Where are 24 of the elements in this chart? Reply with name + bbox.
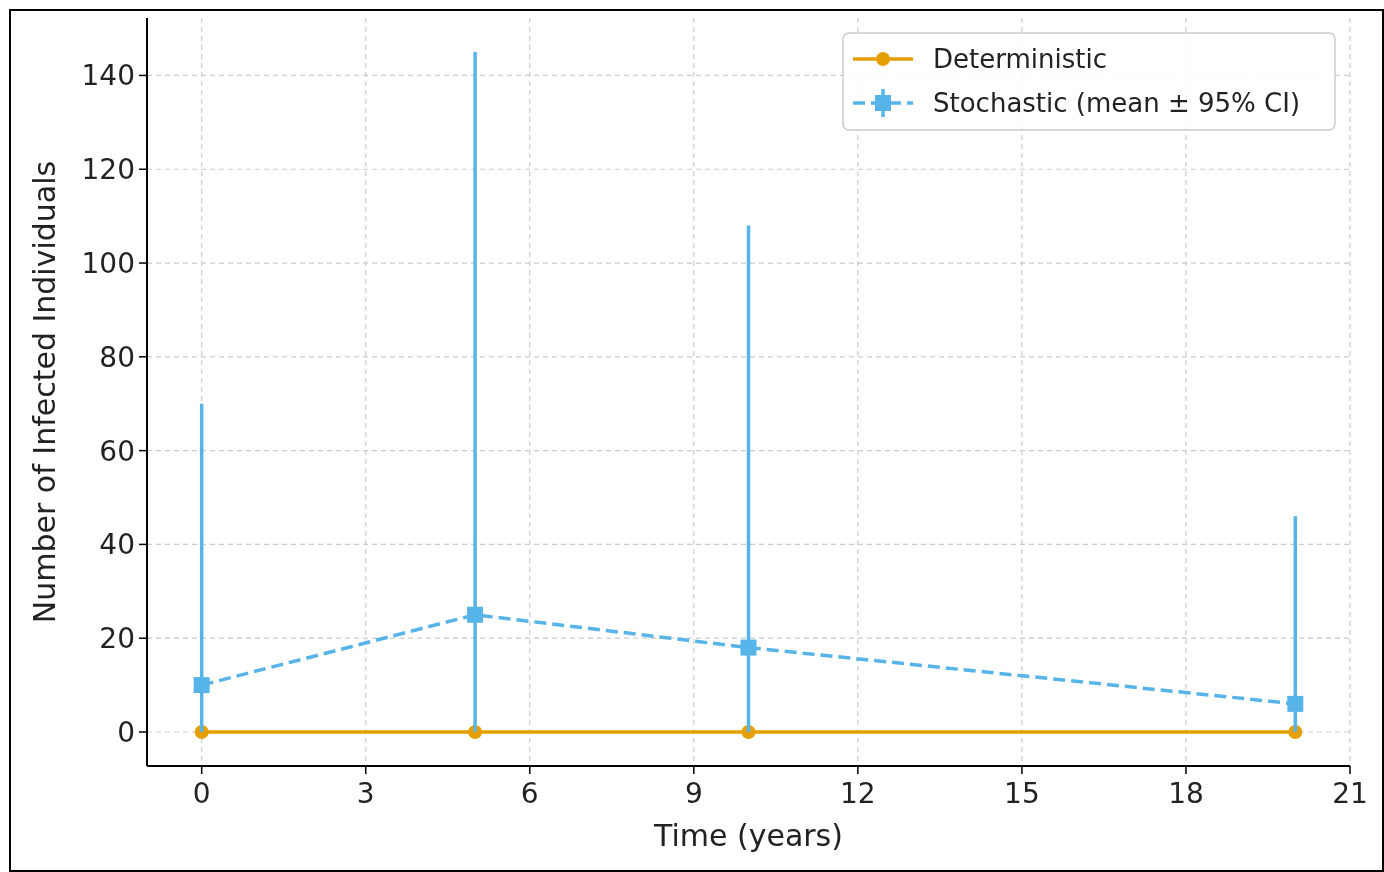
point: [1287, 695, 1304, 712]
x-tick-label: 3: [356, 777, 375, 810]
x-tick-label: 9: [684, 777, 703, 810]
legend-label: Deterministic: [933, 44, 1107, 74]
y-tick-label: 80: [99, 340, 135, 374]
y-tick-label: 0: [117, 716, 135, 749]
point: [467, 606, 484, 623]
x-axis-title: Time (years): [653, 818, 843, 853]
y-tick-label: 100: [81, 247, 135, 281]
x-tick-label: 15: [1004, 777, 1040, 810]
point: [740, 639, 757, 656]
legend-label: Stochastic (mean ± 95% CI): [933, 88, 1301, 118]
x-tick-label: 12: [840, 777, 876, 810]
y-tick-label: 40: [99, 528, 135, 562]
x-tick-label: 0: [192, 777, 211, 810]
x-tick-label: 6: [520, 777, 539, 810]
y-tick-label: 140: [81, 59, 135, 93]
y-tick-label: 20: [99, 622, 135, 656]
y-tick-label: 60: [99, 434, 135, 468]
x-tick-label: 18: [1168, 777, 1204, 810]
point: [193, 677, 210, 694]
x-tick-label: 21: [1332, 777, 1368, 810]
y-axis-title: Number of Infected Individuals: [27, 160, 62, 624]
y-tick-label: 120: [81, 153, 135, 187]
